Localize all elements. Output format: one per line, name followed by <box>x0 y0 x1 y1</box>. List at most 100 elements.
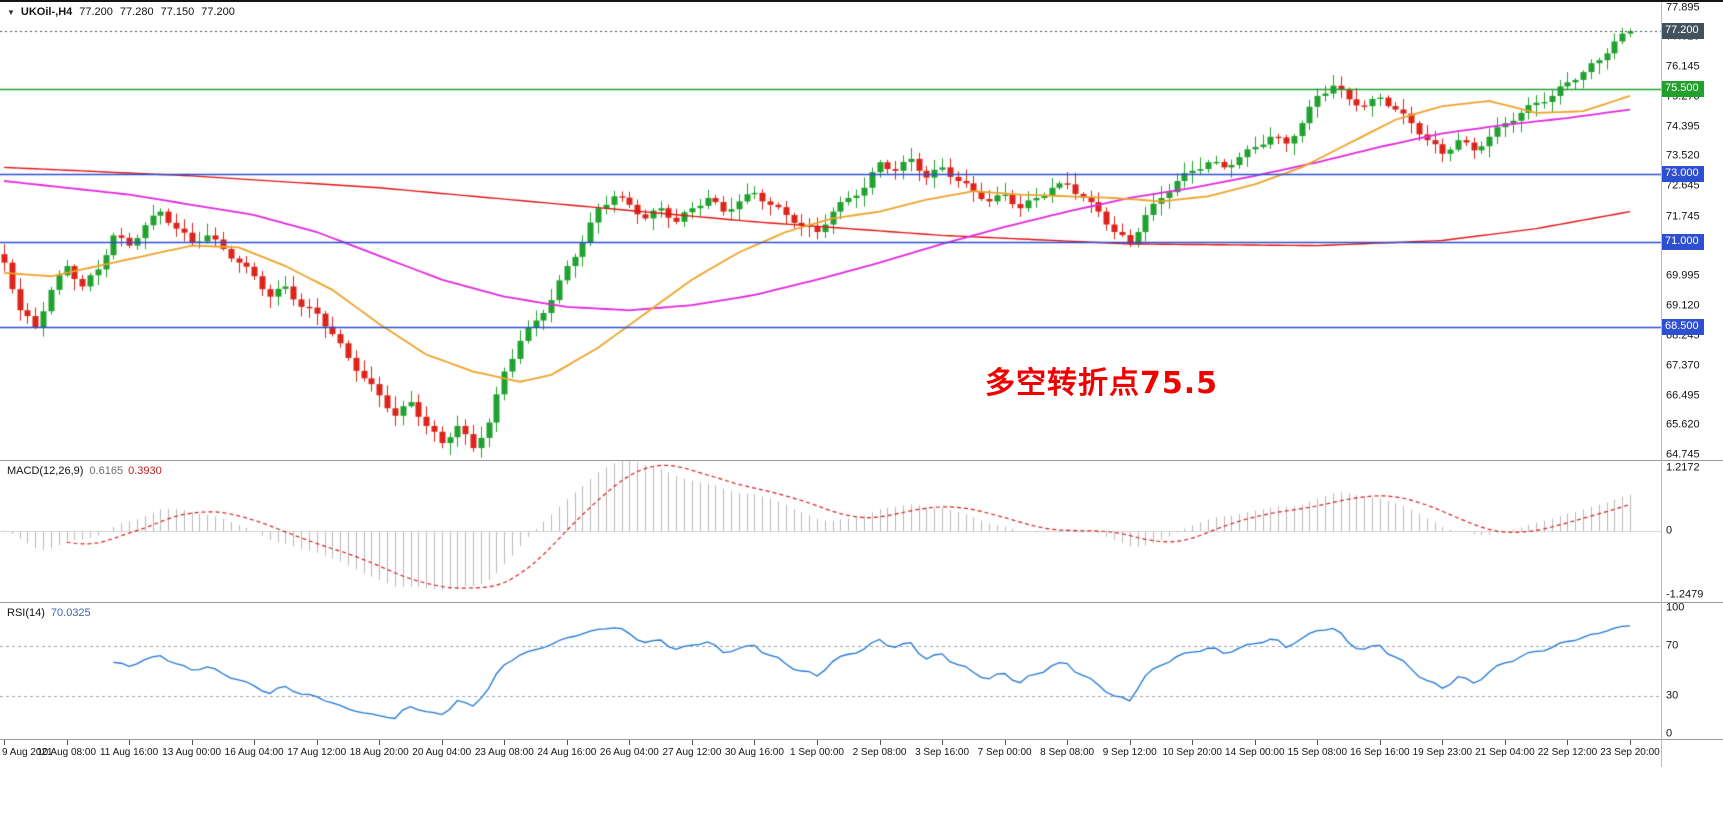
macd-signal-value: 0.3930 <box>128 465 162 477</box>
hline-price-badge: 68.500 <box>1661 319 1704 336</box>
time-axis-label: 16 Aug 04:00 <box>224 747 284 758</box>
symbol-period-label: UKOil-,H4 <box>20 6 73 18</box>
ohlc-high: 77.280 <box>119 6 154 18</box>
time-axis-tick <box>1567 740 1568 745</box>
macd-axis-label: 1.2172 <box>1666 461 1700 474</box>
time-axis-label: 23 Sep 20:00 <box>1600 747 1660 758</box>
price-axis-label: 72.645 <box>1666 179 1700 192</box>
time-axis-tick <box>1380 740 1381 745</box>
time-axis-tick <box>317 740 318 745</box>
macd-axis-label: 0 <box>1666 524 1673 537</box>
rsi-axis-label: 30 <box>1666 689 1679 702</box>
hline-price-badge: 73.000 <box>1661 166 1704 183</box>
time-axis-tick <box>567 740 568 745</box>
time-axis-label: 24 Aug 16:00 <box>537 747 597 758</box>
time-axis-tick <box>1505 740 1506 745</box>
time-axis-tick <box>1630 740 1631 745</box>
time-axis-tick <box>817 740 818 745</box>
time-axis-label: 11 Aug 16:00 <box>99 747 159 758</box>
time-axis-label: 19 Sep 23:00 <box>1412 747 1473 758</box>
time-axis-label: 17 Aug 12:00 <box>287 747 347 758</box>
macd-name: MACD(12,26,9) <box>7 465 84 477</box>
macd-title: MACD(12,26,9) 0.6165 0.3930 <box>7 465 162 477</box>
time-axis-tick <box>754 740 755 745</box>
symbol-info-bar: ▼ UKOil-,H4 77.200 77.280 77.150 77.200 <box>7 6 235 18</box>
time-axis-tick <box>1317 740 1318 745</box>
price-axis-label: 77.895 <box>1666 1 1700 14</box>
rsi-axis-label: 70 <box>1666 639 1679 652</box>
panel-separator[interactable] <box>0 460 1723 461</box>
time-axis-label: 26 Aug 04:00 <box>599 747 659 758</box>
time-axis-label: 16 Sep 16:00 <box>1350 747 1410 758</box>
macd-panel: MACD(12,26,9) 0.6165 0.3930 1.2172 0 -1.2479 <box>0 461 1723 602</box>
time-axis-tick <box>254 740 255 745</box>
price-axis-label: 76.145 <box>1666 60 1700 73</box>
time-axis[interactable]: 9 Aug 2021 10 Aug 08:00 11 Aug 16:00 13 Aug… <box>0 740 1723 767</box>
panel-separator[interactable] <box>0 739 1723 740</box>
time-axis-tick <box>379 740 380 745</box>
time-axis-tick <box>192 740 193 745</box>
time-axis-tick <box>67 740 68 745</box>
ohlc-open: 77.200 <box>79 6 113 18</box>
time-axis-label: 18 Aug 20:00 <box>349 747 409 758</box>
time-axis-label: 14 Sep 00:00 <box>1225 747 1285 758</box>
time-axis-tick <box>1067 740 1068 745</box>
price-axis-label: 67.370 <box>1666 359 1700 372</box>
time-axis-label: 8 Sep 08:00 <box>1040 747 1095 758</box>
time-axis-label: 3 Sep 16:00 <box>915 747 970 758</box>
price-axis-label: 74.395 <box>1666 120 1700 133</box>
time-axis-label: 7 Sep 00:00 <box>977 747 1032 758</box>
price-axis-label: 71.745 <box>1666 210 1700 223</box>
time-axis-tick <box>629 740 630 745</box>
ohlc-low: 77.150 <box>160 6 195 18</box>
time-axis-tick <box>692 740 693 745</box>
time-axis-label: 15 Sep 08:00 <box>1287 747 1348 758</box>
time-axis-tick <box>1005 740 1006 745</box>
price-axis-label: 65.620 <box>1666 418 1700 431</box>
price-chart-canvas[interactable] <box>0 2 1661 460</box>
hline-price-badge: 71.000 <box>1661 234 1704 251</box>
current-price-badge: 77.200 <box>1661 23 1704 40</box>
time-axis-label: 1 Sep 00:00 <box>790 747 844 758</box>
macd-axis-label: -1.2479 <box>1666 588 1704 601</box>
rsi-axis-label: 0 <box>1666 727 1673 740</box>
rsi-canvas[interactable] <box>0 603 1661 739</box>
macd-canvas[interactable] <box>0 461 1661 602</box>
price-axis-label: 66.495 <box>1666 389 1700 402</box>
time-axis-label: 27 Aug 12:00 <box>662 747 722 758</box>
rsi-panel: RSI(14) 70.0325 100 70 30 0 <box>0 601 1723 740</box>
price-axis-label: 69.120 <box>1666 299 1700 312</box>
time-axis-tick <box>880 740 881 745</box>
time-axis-label: 2 Sep 08:00 <box>852 747 907 758</box>
time-axis-tick <box>442 740 443 745</box>
time-axis-label: 10 Sep 20:00 <box>1162 747 1222 758</box>
time-axis-tick <box>1442 740 1443 745</box>
rsi-axis-label: 100 <box>1666 601 1685 614</box>
price-axis-label: 68.245 <box>1666 329 1700 342</box>
dropdown-arrow-icon[interactable]: ▼ <box>7 7 15 17</box>
time-axis-label: 10 Aug 08:00 <box>37 747 97 758</box>
time-axis-label: 9 Sep 12:00 <box>1102 747 1157 758</box>
main-price-panel: ▼ UKOil-,H4 77.200 77.280 77.150 77.200 … <box>0 2 1723 460</box>
time-axis-label: 30 Aug 16:00 <box>724 747 784 758</box>
price-axis-label: 73.520 <box>1666 149 1700 162</box>
chart-annotation-text[interactable]: 多空转折点75.5 <box>985 366 1219 401</box>
hline-price-badge: 75.500 <box>1661 81 1704 98</box>
price-scale-separator <box>1661 2 1662 767</box>
rsi-name: RSI(14) <box>7 607 45 619</box>
time-axis-tick <box>1255 740 1256 745</box>
time-axis-label: 13 Aug 00:00 <box>162 747 222 758</box>
time-axis-label: 20 Aug 04:00 <box>412 747 472 758</box>
rsi-value: 70.0325 <box>50 607 91 619</box>
time-axis-label: 22 Sep 12:00 <box>1537 747 1598 758</box>
rsi-title: RSI(14) 70.0325 <box>7 607 91 619</box>
time-axis-label: 9 Aug 2021 <box>2 747 53 758</box>
price-axis-label: 69.995 <box>1666 269 1700 282</box>
time-axis-tick <box>942 740 943 745</box>
ohlc-close: 77.200 <box>201 6 235 18</box>
time-axis-tick <box>1192 740 1193 745</box>
time-axis-tick <box>129 740 130 745</box>
panel-separator[interactable] <box>0 602 1723 603</box>
time-axis-tick <box>504 740 505 745</box>
